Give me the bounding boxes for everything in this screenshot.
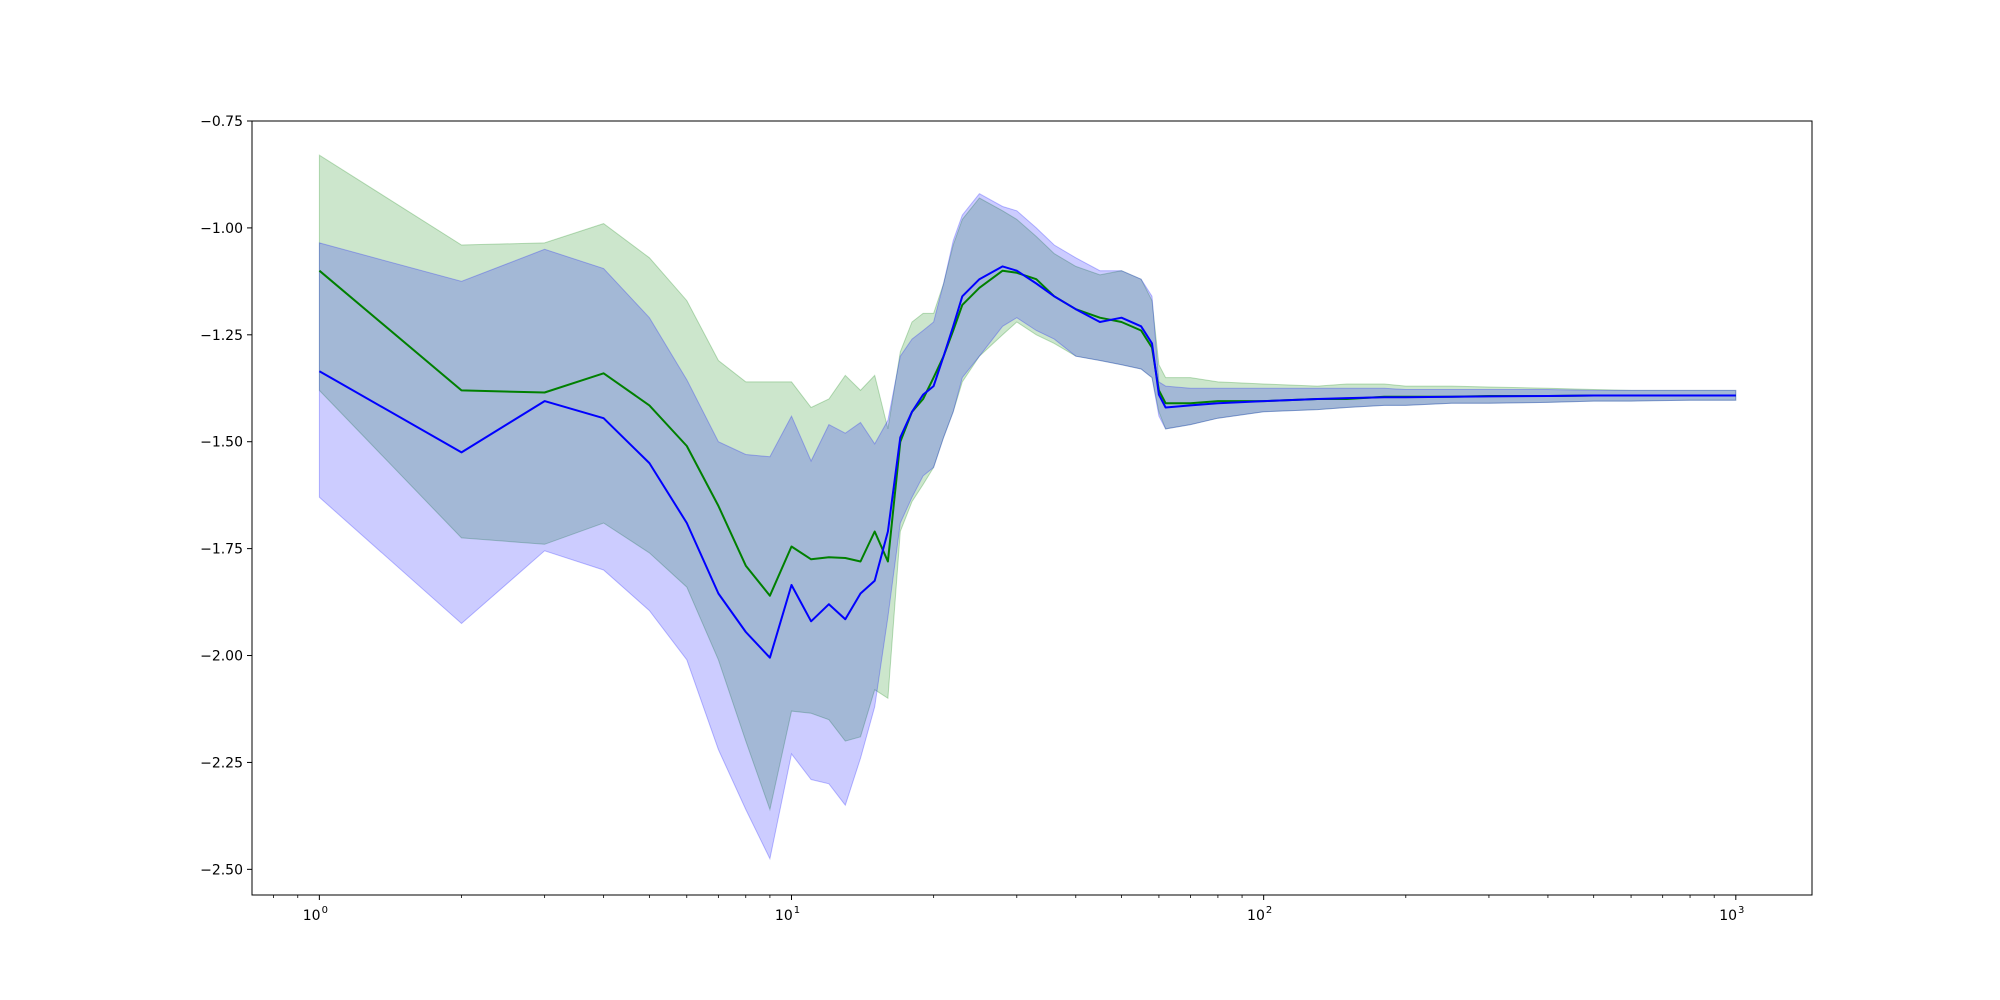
y-tick-label: −2.25 [200, 755, 243, 771]
confidence-band-1 [318, 154, 1737, 812]
y-tick-label: −2.50 [200, 862, 243, 878]
y-tick-label: −1.00 [200, 221, 243, 237]
plot-area [318, 154, 1737, 861]
y-tick-label: −1.25 [200, 328, 243, 344]
y-axis: −0.75 −1.00 −1.25 −1.50 −1.75 −2.00 −2.25 −2.50 [200, 114, 252, 878]
confidence-band-2 [318, 193, 1737, 861]
series-line-2 [318, 265, 1736, 659]
y-tick-label: −2.00 [200, 649, 243, 665]
y-tick-label: −0.75 [200, 114, 243, 130]
axes-frame [251, 120, 1813, 896]
y-tick-label: −1.75 [200, 542, 243, 558]
y-tick-label: −1.50 [200, 435, 243, 451]
